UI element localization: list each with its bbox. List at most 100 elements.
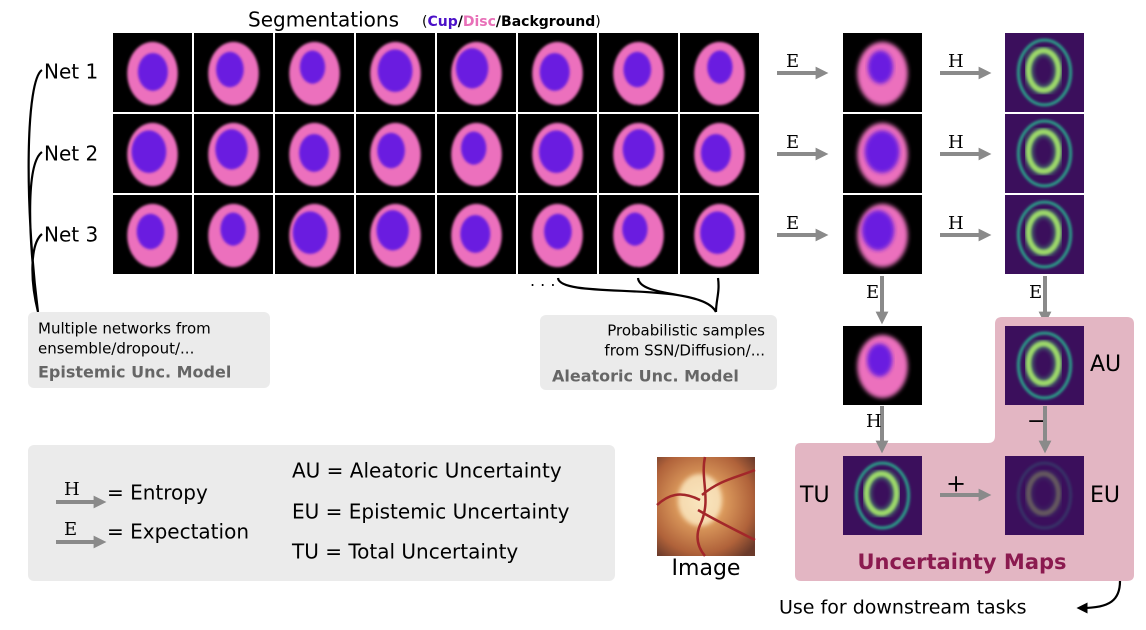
box-text: ensemble/dropout/... xyxy=(38,340,194,358)
tile xyxy=(843,456,922,535)
outer-ring xyxy=(1016,331,1073,400)
legend-entry: = Entropy xyxy=(107,481,208,505)
cup xyxy=(623,51,652,88)
operator: + xyxy=(946,470,966,498)
cup xyxy=(137,52,168,91)
segmentation xyxy=(275,195,354,274)
operator: H xyxy=(64,479,80,500)
segmentation xyxy=(680,114,759,193)
aleatoric-box xyxy=(540,315,777,390)
legend-box xyxy=(28,445,615,581)
cup xyxy=(455,48,489,89)
cup xyxy=(544,213,572,250)
segmentation xyxy=(680,33,759,112)
operator: E xyxy=(786,213,799,234)
segmentation xyxy=(599,114,678,193)
outer-ring xyxy=(1016,119,1073,188)
segmentation xyxy=(843,114,922,193)
net-label: Net 2 xyxy=(44,142,98,166)
paren: ) xyxy=(595,14,600,30)
segmentation xyxy=(113,195,192,274)
outer-ring xyxy=(1016,38,1073,107)
segmentation xyxy=(275,33,354,112)
operator: E xyxy=(866,282,879,303)
segmentation xyxy=(194,114,273,193)
cup xyxy=(220,212,246,246)
cup xyxy=(136,213,165,250)
cup xyxy=(539,52,570,91)
sep: / xyxy=(496,14,502,30)
box-text: Probabilistic samples xyxy=(607,322,765,340)
box-text: from SSN/Diffusion/... xyxy=(604,342,765,360)
title: Segmentations xyxy=(248,8,399,32)
seg-legend: (Cup/Disc/Background) xyxy=(422,14,601,30)
cup xyxy=(377,132,405,169)
operator: E xyxy=(64,519,77,540)
cup xyxy=(700,133,731,172)
operator: H xyxy=(948,213,964,234)
segmentation xyxy=(356,33,435,112)
disc-label: Disc xyxy=(463,14,496,30)
outer-ring xyxy=(1016,461,1073,530)
segmentation xyxy=(518,114,597,193)
cup xyxy=(460,214,491,253)
legend-entry: = Expectation xyxy=(107,520,249,544)
cup xyxy=(216,51,244,88)
pipeline: E H E H E H E E AU H − TU + EU Uncertainty Maps xyxy=(777,33,1134,581)
cup xyxy=(461,131,487,165)
segmentation xyxy=(599,33,678,112)
cup xyxy=(538,130,574,174)
uncertainty-map xyxy=(1005,326,1084,405)
segmentation-grid xyxy=(113,33,759,274)
segmentation xyxy=(437,195,516,274)
box-text: Multiple networks from xyxy=(38,320,211,338)
box-title: Epistemic Unc. Model xyxy=(38,363,231,382)
inner-glow xyxy=(1023,207,1064,258)
operator: E xyxy=(786,132,799,153)
uncertainty-map xyxy=(1005,195,1084,274)
segmentation xyxy=(194,195,273,274)
inner-glow xyxy=(1023,126,1064,177)
segmentation xyxy=(356,195,435,274)
segmentation xyxy=(599,195,678,274)
downstream-arrow xyxy=(1076,580,1122,614)
tile xyxy=(1005,33,1084,112)
tile xyxy=(1005,326,1084,405)
uncertainty-map xyxy=(843,456,922,535)
outer-ring xyxy=(1016,200,1073,269)
paren: ( xyxy=(422,14,427,30)
segmentation xyxy=(275,114,354,193)
map-label: AU xyxy=(1090,352,1121,377)
sample-brace xyxy=(556,277,720,313)
box-title: Aleatoric Unc. Model xyxy=(552,367,739,386)
cup xyxy=(864,130,900,174)
tile xyxy=(1005,114,1084,193)
uncertainty-map xyxy=(1005,33,1084,112)
epistemic-box xyxy=(28,312,270,388)
map-label: EU xyxy=(1090,483,1120,508)
cup xyxy=(292,211,328,255)
cup xyxy=(622,212,648,246)
image-label: Image xyxy=(672,556,741,581)
legend-entry: AU = Aleatoric Uncertainty xyxy=(292,459,562,483)
operator: H xyxy=(948,51,964,72)
tile xyxy=(1005,456,1084,535)
uncertainty-map xyxy=(1005,456,1084,535)
map-label: TU xyxy=(799,483,830,508)
segmentation xyxy=(518,33,597,112)
segmentation xyxy=(356,114,435,193)
cup-label: Cup xyxy=(427,14,457,30)
net-label: Net 3 xyxy=(44,223,98,247)
cup xyxy=(299,133,330,172)
operator: − xyxy=(1027,409,1045,434)
operator: H xyxy=(948,132,964,153)
downstream-label: Use for downstream tasks xyxy=(779,597,1026,619)
cup xyxy=(867,343,893,377)
net-label: Net 1 xyxy=(44,60,98,84)
operator: E xyxy=(786,51,799,72)
segmentation xyxy=(113,114,192,193)
inner-glow xyxy=(1023,338,1064,389)
operator: E xyxy=(1029,282,1042,303)
outer-ring xyxy=(854,461,911,530)
